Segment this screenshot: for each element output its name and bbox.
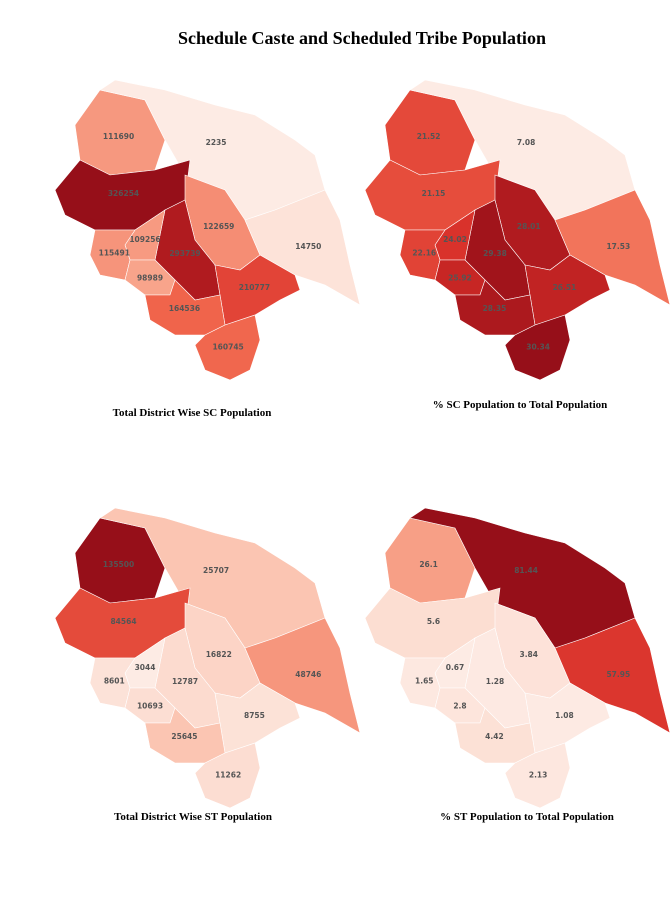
district — [194, 742, 261, 809]
district-label: 26.1 — [419, 560, 438, 569]
district-label: 1.28 — [486, 677, 505, 686]
district-label: 24.02 — [443, 235, 467, 244]
district-label: 160745 — [212, 343, 243, 352]
district-label: 28.01 — [517, 222, 541, 231]
district-label: 25707 — [203, 566, 229, 575]
district-label: 3.84 — [519, 650, 538, 659]
district-label: 84564 — [110, 617, 136, 626]
district — [504, 742, 571, 809]
district-map: 21.52 7.08 21.15 28.01 17.53 29.38 24.02 22.16 2… — [364, 79, 671, 381]
district — [454, 279, 536, 336]
district-label: 48746 — [295, 670, 321, 679]
district-map: 111690 2235 326254 122659 14750 293739 109256 1… — [54, 79, 361, 381]
district-label: 12787 — [172, 677, 198, 686]
district-label: 164536 — [169, 304, 200, 313]
district-label: 22.16 — [412, 249, 436, 258]
district-label: 7.08 — [517, 138, 536, 147]
district-map: 135500 25707 84564 16822 48746 12787 3044 8601 1… — [54, 507, 361, 809]
district-label: 111690 — [103, 132, 134, 141]
district-label: 28.35 — [483, 304, 507, 313]
district-label: 109256 — [129, 235, 160, 244]
district-label: 57.95 — [606, 670, 630, 679]
map-caption: Total District Wise SC Population — [113, 407, 272, 419]
map-caption: % SC Population to Total Population — [433, 399, 608, 411]
page-title: Schedule Caste and Scheduled Tribe Popul… — [178, 28, 546, 48]
district-map: 26.1 81.44 5.6 3.84 57.95 1.28 0.67 1.65 2.8 1.08… — [364, 507, 671, 809]
district-label: 21.15 — [422, 189, 446, 198]
district-label: 122659 — [203, 222, 234, 231]
district-label: 1.08 — [555, 711, 574, 720]
district-label: 2.13 — [529, 771, 548, 780]
district-label: 115491 — [99, 249, 130, 258]
district-label: 0.67 — [446, 663, 465, 672]
map-caption: % ST Population to Total Population — [440, 811, 614, 823]
district — [554, 617, 671, 734]
district — [454, 707, 536, 764]
district — [244, 189, 361, 306]
district-label: 135500 — [103, 560, 134, 569]
district-label: 1.65 — [415, 677, 434, 686]
map-caption: Total District Wise ST Population — [114, 811, 272, 823]
district-label: 2235 — [206, 138, 227, 147]
district-label: 81.44 — [514, 566, 538, 575]
district-label: 17.53 — [606, 242, 630, 251]
district-label: 25.92 — [448, 273, 472, 282]
district — [244, 617, 361, 734]
district-label: 210777 — [239, 283, 270, 292]
district-label: 16822 — [206, 650, 232, 659]
district — [194, 314, 261, 381]
district-label: 326254 — [108, 189, 139, 198]
district-label: 25645 — [171, 732, 197, 741]
district-label: 98989 — [137, 273, 163, 282]
district-label: 30.34 — [526, 343, 550, 352]
district-label: 14750 — [295, 242, 321, 251]
district — [144, 707, 226, 764]
district — [554, 189, 671, 306]
district-label: 5.6 — [427, 617, 440, 626]
district-label: 8755 — [244, 711, 265, 720]
district-label: 29.38 — [483, 249, 507, 258]
district — [504, 314, 571, 381]
district-label: 10693 — [137, 701, 163, 710]
district-label: 293739 — [169, 249, 200, 258]
district-label: 8601 — [104, 677, 125, 686]
district-label: 4.42 — [485, 732, 504, 741]
district-label: 3044 — [135, 663, 156, 672]
district-label: 2.8 — [453, 701, 466, 710]
district-label: 21.52 — [417, 132, 441, 141]
district-label: 26.51 — [553, 283, 577, 292]
district — [144, 279, 226, 336]
district-label: 11262 — [215, 771, 241, 780]
